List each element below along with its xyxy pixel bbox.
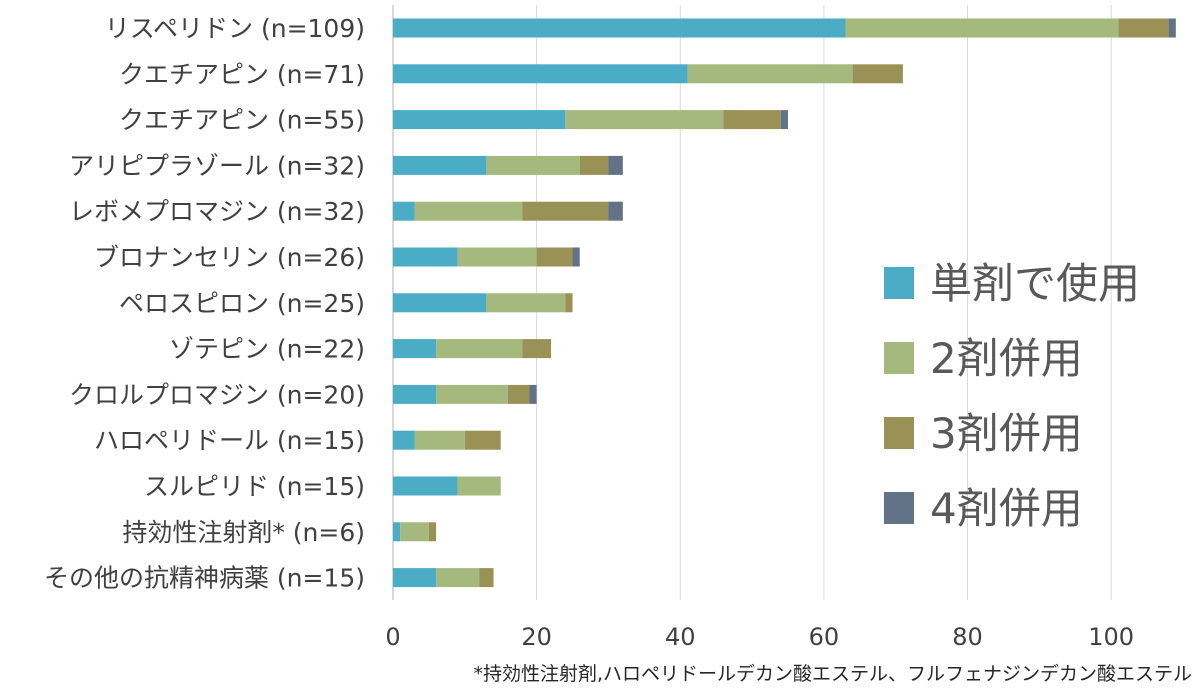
bar-segment bbox=[457, 247, 537, 267]
x-tick-label: 20 bbox=[521, 623, 552, 651]
bar-segment bbox=[1168, 18, 1176, 38]
bar-segment bbox=[393, 384, 437, 404]
bar-segment bbox=[522, 339, 551, 359]
bar-segment bbox=[845, 18, 1119, 38]
bar-segment bbox=[393, 293, 487, 313]
category-label: スルピリド (n=15) bbox=[144, 472, 365, 501]
bar-segment bbox=[428, 522, 437, 542]
x-tick-label: 80 bbox=[952, 623, 983, 651]
category-label: その他の抗精神病薬 (n=15) bbox=[44, 564, 365, 593]
bar-segment bbox=[414, 201, 523, 221]
bar-segment bbox=[393, 568, 437, 588]
bar-segment bbox=[565, 110, 724, 130]
category-label: ブロナンセリン (n=26) bbox=[94, 243, 365, 272]
category-label: クエチアピン (n=55) bbox=[119, 106, 365, 135]
legend-label: 単剤で使用 bbox=[930, 259, 1140, 308]
legend-label: 4剤併用 bbox=[930, 484, 1083, 533]
legend: 単剤で使用 2剤併用 3剤併用 4剤併用 bbox=[884, 259, 1140, 533]
x-tick-label: 0 bbox=[385, 623, 400, 651]
bar-segment bbox=[393, 64, 688, 84]
x-tick-labels: 0 20 40 60 80 100 bbox=[385, 623, 1134, 651]
category-label: クロルプロマジン (n=20) bbox=[69, 380, 365, 409]
x-tick-label: 100 bbox=[1088, 623, 1134, 651]
bar-segment bbox=[572, 247, 580, 267]
bar-segment bbox=[393, 339, 437, 359]
legend-swatch bbox=[884, 417, 914, 449]
bar-segment bbox=[436, 339, 523, 359]
bar-segment bbox=[464, 430, 501, 450]
bar-segment bbox=[393, 110, 566, 130]
legend-swatch bbox=[884, 267, 914, 299]
bar-segment bbox=[536, 247, 573, 267]
legend-label: 3剤併用 bbox=[930, 409, 1083, 458]
bar-segment bbox=[414, 430, 465, 450]
bar-segment bbox=[393, 155, 487, 175]
legend-swatch bbox=[884, 492, 914, 524]
x-tick-label: 60 bbox=[809, 623, 840, 651]
category-label: ペロスピロン (n=25) bbox=[119, 289, 365, 318]
bar-segment bbox=[393, 247, 458, 267]
category-labels: リスペリドン (n=109) クエチアピン (n=71) クエチアピン (n=55)… bbox=[44, 14, 365, 593]
bar-segment bbox=[436, 384, 508, 404]
bar-segment bbox=[479, 568, 494, 588]
category-label: クエチアピン (n=71) bbox=[119, 60, 365, 89]
category-label: ハロペリドール (n=15) bbox=[94, 426, 365, 455]
bar-segment bbox=[486, 155, 580, 175]
bar-segment bbox=[579, 155, 609, 175]
x-tick-label: 40 bbox=[665, 623, 696, 651]
bar-segment bbox=[486, 293, 566, 313]
gridlines bbox=[536, 5, 1112, 600]
bar-segment bbox=[687, 64, 853, 84]
bar-segment bbox=[565, 293, 573, 313]
legend-label: 2剤併用 bbox=[930, 334, 1083, 383]
bar-segment bbox=[393, 476, 458, 496]
bar-segment bbox=[457, 476, 501, 496]
bar-segment bbox=[400, 522, 429, 542]
bar-segment bbox=[507, 384, 530, 404]
bar-segment bbox=[852, 64, 903, 84]
bar-segment bbox=[393, 522, 401, 542]
bar-segment bbox=[393, 18, 846, 38]
category-label: 持効性注射剤* (n=6) bbox=[122, 518, 365, 547]
category-label: レボメプロマジン (n=32) bbox=[69, 197, 365, 226]
bar-segment bbox=[608, 201, 623, 221]
bar-segment bbox=[780, 110, 788, 130]
bar-segment bbox=[393, 201, 415, 221]
bar-segment bbox=[723, 110, 781, 130]
bars bbox=[393, 18, 1176, 588]
bar-segment bbox=[529, 384, 537, 404]
bar-segment bbox=[393, 430, 415, 450]
category-label: アリピプラゾール (n=32) bbox=[69, 151, 365, 180]
bar-segment bbox=[522, 201, 609, 221]
bar-segment bbox=[436, 568, 480, 588]
footnote: *持効性注射剤,ハロペリドールデカン酸エステル、フルフェナジンデカン酸エステル bbox=[473, 663, 1192, 685]
bar-segment bbox=[1118, 18, 1169, 38]
bar-segment bbox=[608, 155, 623, 175]
legend-swatch bbox=[884, 342, 914, 374]
category-label: ゾテピン (n=22) bbox=[169, 335, 365, 364]
category-label: リスペリドン (n=109) bbox=[105, 14, 365, 43]
